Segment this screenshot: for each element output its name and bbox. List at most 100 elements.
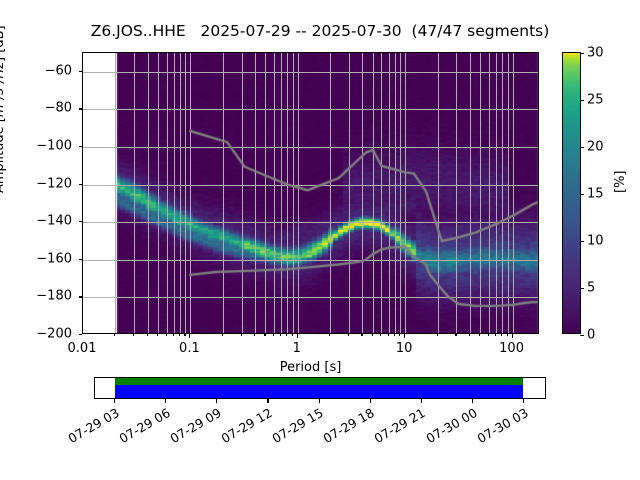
timeline-tick-mark <box>522 399 524 403</box>
colorbar-tick-mark <box>580 147 584 149</box>
timeline-tick-mark <box>114 399 116 403</box>
y-tick-mark <box>78 296 82 298</box>
x-tick-mark <box>133 334 135 337</box>
y-tick-label: −60 <box>44 63 72 79</box>
x-tick-mark <box>387 334 389 337</box>
y-tick-label: −180 <box>36 288 72 304</box>
y-tick-label: −80 <box>44 100 72 116</box>
x-tick-mark <box>380 334 382 337</box>
x-axis-label: Period [s] <box>279 360 342 375</box>
x-tick-mark <box>506 334 508 337</box>
colorbar-tick-mark <box>580 194 584 196</box>
timeline-tick-label: 07-29 21 <box>372 405 429 447</box>
x-tick-mark <box>178 334 181 337</box>
x-tick-mark <box>479 334 481 337</box>
x-tick-mark <box>348 334 350 337</box>
y-tick-label: −200 <box>36 326 72 342</box>
x-tick-mark <box>189 334 191 338</box>
x-tick-mark <box>436 334 438 337</box>
colorbar-label: [%] <box>613 170 628 194</box>
colorbar-tick-label: 30 <box>587 45 604 61</box>
x-tick-mark <box>157 334 159 337</box>
x-tick-mark <box>511 334 513 338</box>
timeline-tick-label: 07-30 00 <box>423 405 480 447</box>
timeline-tick-label: 07-29 18 <box>320 405 378 447</box>
x-tick-mark <box>172 334 174 337</box>
y-tick-mark <box>78 334 82 336</box>
x-tick-mark <box>501 334 503 337</box>
x-tick-mark <box>272 334 275 337</box>
timeline-segments-bar <box>115 378 524 385</box>
y-tick-label: −120 <box>36 176 72 192</box>
y-axis-label-suffix: ] [dB] <box>0 25 7 62</box>
x-tick-mark <box>114 334 116 337</box>
x-tick-mark <box>329 334 331 337</box>
timeline-tick-label: 07-29 03 <box>65 405 122 447</box>
colorbar-tick-mark <box>580 335 584 337</box>
x-tick-mark <box>404 334 406 338</box>
colorbar[interactable]: 0 5 10 15 20 25 30 <box>562 46 604 343</box>
timeline-tick-mark <box>216 399 218 403</box>
y-tick-mark <box>78 108 82 110</box>
x-tick-mark <box>165 334 167 337</box>
y-tick-label: −160 <box>36 251 72 267</box>
x-tick-label: 1 <box>292 341 301 356</box>
timeline-tick-mark <box>369 399 371 403</box>
x-tick-mark <box>146 334 148 337</box>
y-tick-mark <box>78 221 82 223</box>
timeline-tick-mark <box>420 399 422 403</box>
timeline-tick-label: 07-30 03 <box>474 405 531 447</box>
x-tick-mark <box>286 334 288 337</box>
timeline-tick-labels: 07-29 03 07-29 06 07-29 09 07-29 12 07-29 15… <box>66 377 546 446</box>
noise-model-curves-canvas <box>83 53 538 333</box>
y-tick-mark <box>78 183 82 185</box>
colorbar-tick-mark <box>580 241 584 243</box>
timeline-tick-mark <box>267 399 269 403</box>
x-tick-mark <box>291 334 293 337</box>
colorbar-tick-label: 0 <box>587 327 596 343</box>
y-tick-label: −140 <box>36 213 72 229</box>
x-tick-mark <box>468 334 470 337</box>
colorbar-tick-label: 10 <box>587 233 604 249</box>
x-tick-mark <box>393 334 395 337</box>
x-tick-mark <box>494 334 497 337</box>
y-tick-mark <box>78 70 82 72</box>
y-tick-label: −100 <box>36 138 72 154</box>
x-tick-mark <box>184 334 186 337</box>
timeline-tick-mark <box>471 399 473 403</box>
x-tick-mark <box>361 334 363 337</box>
colorbar-tick-mark <box>580 53 584 55</box>
y-tick-mark <box>78 146 82 148</box>
timeline-tick-label: 07-29 15 <box>269 405 327 447</box>
x-tick-label: 0.1 <box>179 341 200 356</box>
ppsd-plot-area[interactable] <box>82 52 539 334</box>
colorbar-tick-label: 20 <box>587 139 604 155</box>
x-tick-mark <box>455 334 457 337</box>
timeline-tick-label: 07-29 06 <box>116 405 173 447</box>
timeline-coverage-bar <box>115 385 524 398</box>
data-coverage-timeline[interactable] <box>94 377 546 399</box>
x-tick-mark <box>487 334 489 337</box>
x-tick-label: 10 <box>395 341 413 356</box>
colorbar-tick-label: 5 <box>587 280 596 296</box>
y-tick-mark <box>78 258 82 260</box>
page-title: Z6.JOS..HHE 2025-07-29 -- 2025-07-30 (47… <box>90 22 550 40</box>
x-tick-mark <box>240 334 242 337</box>
timeline-tick-mark <box>165 399 167 403</box>
x-tick-label: 0.01 <box>67 341 97 356</box>
x-tick-mark <box>280 334 282 337</box>
x-tick-label: 100 <box>499 341 524 356</box>
x-tick-mark <box>399 334 401 337</box>
x-tick-mark <box>296 334 298 338</box>
timeline-tick-label: 07-29 09 <box>167 405 224 447</box>
colorbar-tick-label: 25 <box>587 92 604 108</box>
x-tick-mark <box>264 334 266 337</box>
x-tick-mark <box>221 334 223 337</box>
timeline-tick-mark <box>318 399 320 403</box>
x-tick-mark <box>371 334 373 337</box>
colorbar-tick-mark <box>580 288 584 290</box>
colorbar-tick-mark <box>580 100 584 102</box>
colorbar-tick-label: 15 <box>587 186 604 202</box>
timeline-tick-label: 07-29 12 <box>218 405 275 447</box>
